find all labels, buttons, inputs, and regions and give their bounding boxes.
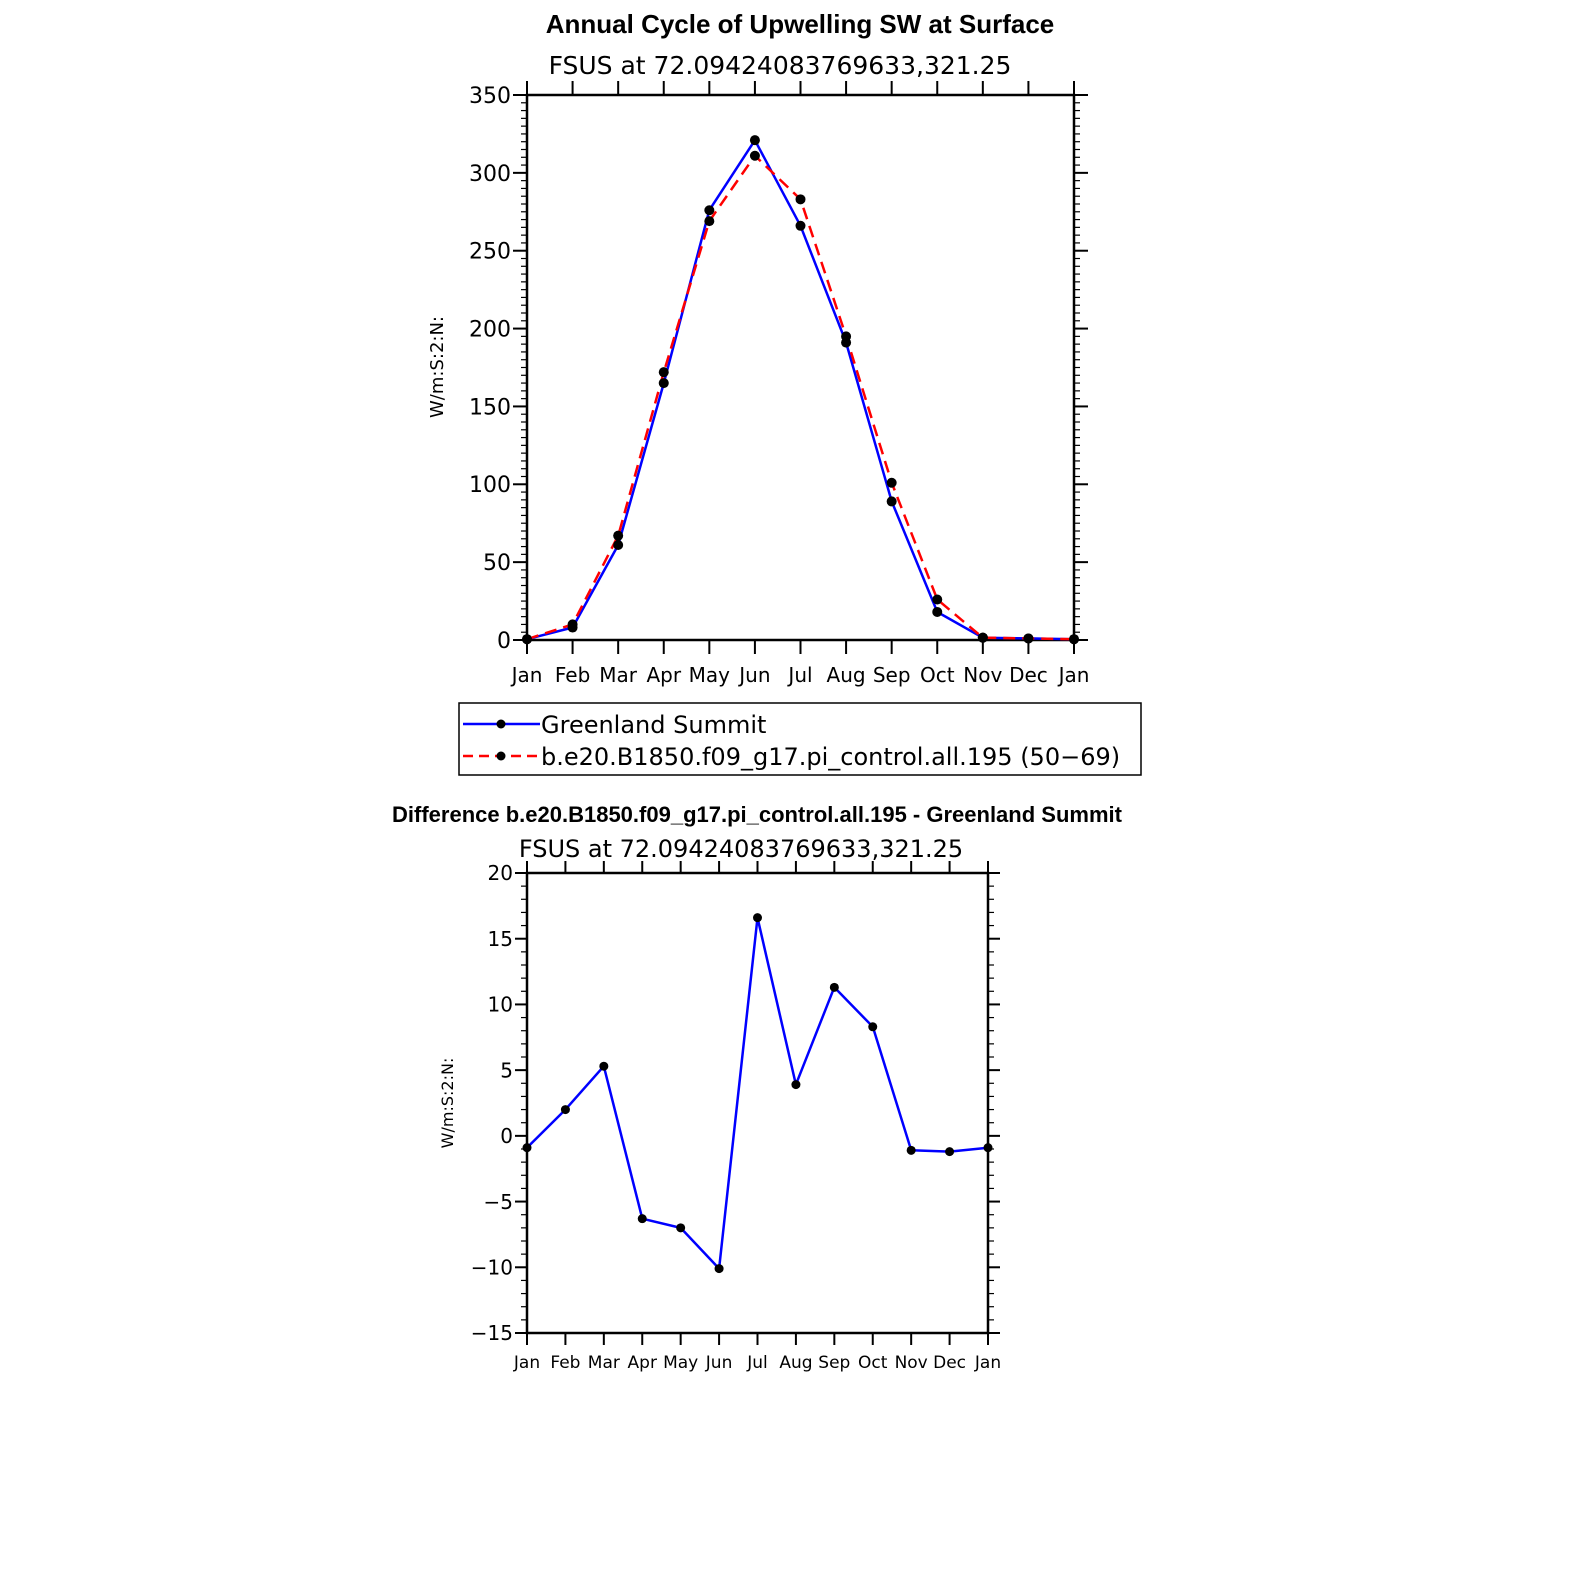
y-axis-label: W/m:S:2:N:: [438, 1058, 457, 1149]
x-tick-label: Jun: [737, 663, 770, 687]
x-tick-label: Feb: [550, 1353, 580, 1373]
series-0-point: [795, 220, 806, 231]
series-0-point: [983, 1143, 993, 1153]
x-tick-label: Nov: [895, 1353, 928, 1373]
x-tick-label: Dec: [1009, 663, 1048, 687]
legend: Greenland Summit b.e20.B1850.f09_g17.pi_…: [458, 702, 1142, 776]
x-tick-label: Oct: [920, 663, 955, 687]
y-tick-label: 0: [497, 629, 511, 654]
series-0-point: [886, 496, 897, 507]
x-tick-label: Aug: [827, 663, 866, 687]
y-tick-label: 50: [483, 551, 511, 576]
y-tick-label: 250: [469, 240, 511, 265]
series-line-0: [526, 916, 989, 1270]
x-tick-label: Sep: [818, 1353, 850, 1373]
y-tick-label: 20: [488, 861, 513, 885]
legend-label-greenland-summit: Greenland Summit: [541, 711, 766, 739]
y-tick-label: −10: [471, 1255, 513, 1279]
series-0-point: [613, 540, 624, 551]
x-tick-label: Nov: [963, 663, 1002, 687]
x-tick-label: Dec: [933, 1353, 966, 1373]
x-tick-label: Jan: [510, 663, 543, 687]
x-tick-label: Jan: [1057, 663, 1090, 687]
series-0-point: [714, 1264, 724, 1274]
series-1-point: [522, 634, 532, 645]
series-1-point: [749, 150, 760, 161]
series-1-point: [704, 216, 715, 227]
chart-title: Annual Cycle of Upwelling SW at Surface: [546, 9, 1055, 39]
series-0-point: [868, 1022, 878, 1032]
plot-frame: [525, 871, 990, 1335]
series-0-point: [753, 913, 762, 923]
x-tick-label: Jul: [786, 663, 812, 687]
series-0-point: [560, 1105, 570, 1115]
series-1-point: [977, 632, 988, 643]
series-0-point: [599, 1061, 609, 1071]
series-0-point: [522, 1143, 532, 1153]
series-0-point: [791, 1080, 801, 1090]
chart-subtitle: FSUS at 72.09424083769633,321.25: [549, 51, 1012, 80]
series-1-point: [841, 331, 852, 342]
chart-title: Difference b.e20.B1850.f09_g17.pi_contro…: [392, 802, 1123, 827]
series-0-point: [932, 606, 943, 617]
x-tick-label: Jan: [974, 1353, 1001, 1373]
series-0-point: [945, 1147, 955, 1157]
x-tick-label: Apr: [646, 663, 681, 687]
series-layer: [522, 913, 993, 1274]
x-tick-label: Oct: [858, 1353, 888, 1373]
plot-frame: [525, 93, 1076, 642]
series-1-point: [658, 367, 669, 378]
axes-layer: −15 −10 −5 0 5 10 15 20 Jan Feb Mar Apr May Jun Jul Aug…: [471, 861, 1001, 1373]
x-tick-label: Aug: [779, 1353, 812, 1373]
series-1-point: [567, 619, 578, 630]
y-tick-label: −5: [484, 1190, 513, 1214]
chart-subtitle: FSUS at 72.09424083769633,321.25: [519, 835, 963, 863]
legend-marker-greenland-summit: [496, 719, 506, 729]
y-tick-label: 15: [488, 927, 513, 951]
series-1-point: [932, 594, 943, 605]
annual-cycle-chart: Annual Cycle of Upwelling SW at Surface …: [427, 9, 1142, 776]
y-axis-label: W/m:S:2:N:: [427, 316, 448, 418]
legend-box: [458, 702, 1142, 776]
series-0-point: [749, 135, 760, 146]
series-line-0: [526, 138, 1075, 641]
x-tick-label: Mar: [599, 663, 638, 687]
y-tick-label: 5: [500, 1058, 513, 1082]
y-tick-label: 100: [469, 473, 511, 498]
axes-layer: 0 50 100 150 200 250 300 350 Jan Feb Mar Apr May Jun J…: [469, 81, 1089, 687]
series-0-point: [676, 1223, 686, 1233]
series-1-point: [613, 530, 624, 541]
x-tick-label: Jul: [746, 1353, 768, 1373]
series-1-point: [1069, 634, 1079, 645]
y-tick-label: 0: [500, 1124, 513, 1148]
series-0-point: [906, 1145, 916, 1155]
x-tick-label: Mar: [588, 1353, 620, 1373]
series-1-point: [1023, 633, 1034, 644]
x-tick-label: May: [689, 663, 731, 687]
difference-chart: Difference b.e20.B1850.f09_g17.pi_contro…: [392, 802, 1123, 1373]
series-0-point: [704, 205, 715, 216]
x-tick-label: May: [663, 1353, 698, 1373]
series-1-point: [886, 477, 897, 488]
x-tick-label: Apr: [628, 1353, 657, 1373]
y-tick-label: 10: [488, 993, 513, 1017]
series-0-point: [658, 378, 669, 389]
legend-label-pi-control: b.e20.B1850.f09_g17.pi_control.all.195 (…: [541, 743, 1120, 771]
series-0-point: [829, 982, 839, 992]
y-tick-label: 200: [469, 317, 511, 342]
legend-marker-pi-control: [496, 751, 506, 761]
y-tick-label: 150: [469, 395, 511, 420]
x-tick-label: Feb: [555, 663, 590, 687]
x-tick-label: Jun: [705, 1353, 733, 1373]
y-tick-label: −15: [471, 1321, 513, 1345]
series-0-point: [637, 1214, 647, 1224]
series-1-point: [795, 194, 806, 205]
series-layer: [522, 135, 1079, 645]
x-tick-label: Sep: [873, 663, 911, 687]
y-tick-label: 350: [469, 84, 511, 109]
y-tick-label: 300: [469, 162, 511, 187]
x-tick-label: Jan: [513, 1353, 540, 1373]
